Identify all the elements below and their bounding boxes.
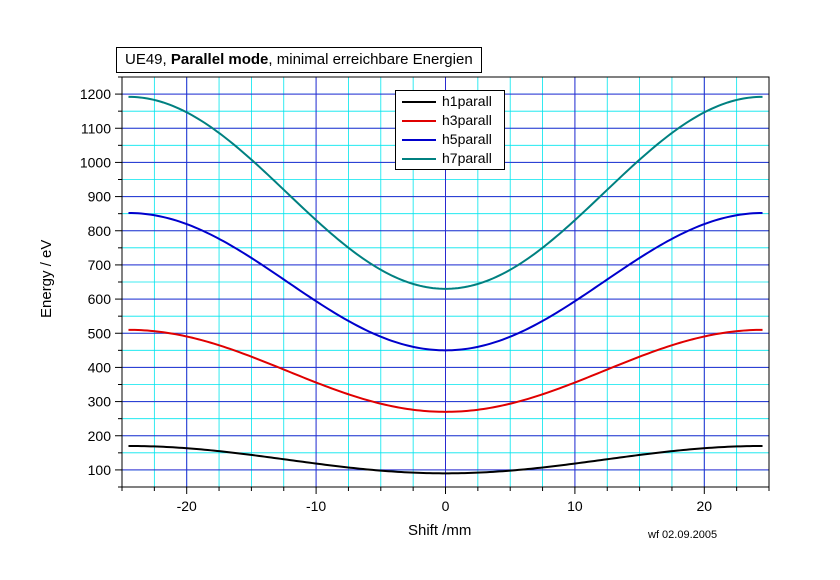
- y-tick-label: 900: [88, 189, 112, 205]
- legend-label: h7parall: [442, 150, 492, 166]
- y-tick-label: 300: [88, 394, 112, 410]
- x-tick-label: -20: [177, 498, 197, 514]
- legend-swatch: [402, 158, 436, 160]
- y-tick-label: 400: [88, 359, 112, 375]
- chart-title: UE49, Parallel mode, minimal erreichbare…: [116, 47, 482, 73]
- legend-entry: h3parall: [396, 111, 506, 130]
- series-line-h1parall: [128, 445, 763, 475]
- y-tick-label: 1000: [80, 154, 111, 170]
- x-axis-label: Shift /mm: [408, 522, 472, 539]
- series-line-h5parall: [128, 211, 763, 352]
- legend-swatch: [402, 120, 436, 122]
- legend-swatch: [402, 139, 436, 141]
- y-tick-label: 600: [88, 291, 112, 307]
- y-tick-label: 1200: [80, 86, 111, 102]
- legend-entry: h5parall: [396, 130, 506, 149]
- y-tick-label: 200: [88, 428, 112, 444]
- axis-ticks: [115, 76, 770, 494]
- legend-entry: h1parall: [396, 92, 506, 111]
- x-tick-label: 0: [442, 498, 450, 514]
- x-tick-label: 10: [567, 498, 583, 514]
- footnote: wf 02.09.2005: [648, 529, 718, 541]
- series-lines: [128, 95, 763, 475]
- y-tick-label: 700: [88, 257, 112, 273]
- legend-label: h1parall: [442, 93, 492, 109]
- legend: h1parall h3parall h5parall h7parall: [395, 90, 505, 170]
- y-tick-label: 800: [88, 223, 112, 239]
- x-tick-label: -10: [306, 498, 326, 514]
- title-prefix: UE49,: [125, 51, 171, 68]
- series-line-h7parall: [128, 95, 763, 290]
- title-suffix: , minimal erreichbare Energien: [268, 51, 473, 68]
- title-bold: Parallel mode: [170, 51, 269, 68]
- x-tick-label: 20: [697, 498, 713, 514]
- y-tick-label: 100: [88, 462, 112, 478]
- legend-entry: h7parall: [396, 149, 506, 168]
- series-line-h3parall: [128, 328, 763, 413]
- legend-swatch: [402, 101, 436, 103]
- tick-labels: -20 -10 0 10 20 100 200 300 400 500 600 700 800 900 10…: [80, 86, 712, 514]
- y-tick-label: 500: [88, 325, 112, 341]
- legend-label: h5parall: [442, 131, 492, 147]
- y-tick-label: 1100: [81, 120, 111, 136]
- y-axis-label: Energy / eV: [38, 239, 55, 318]
- legend-label: h3parall: [442, 112, 492, 128]
